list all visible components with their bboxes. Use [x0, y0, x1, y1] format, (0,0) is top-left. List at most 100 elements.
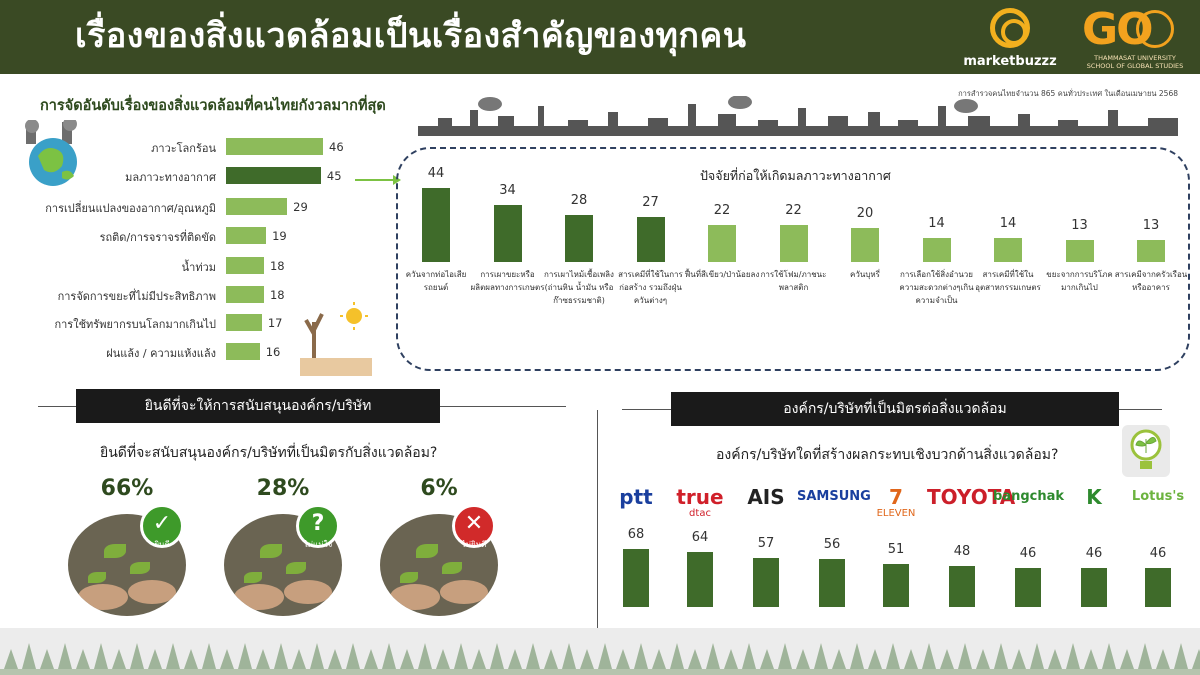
- hands-photo-detail: [128, 580, 176, 604]
- factor-value: 13: [1142, 218, 1160, 234]
- support-caption: ไม่ยินดี: [461, 540, 487, 549]
- tree-silhouette: [148, 649, 162, 669]
- factor-bar: [851, 228, 879, 262]
- header-bar: เรื่องของสิ่งแวดล้อมเป็นเรื่องสำคัญของทุ…: [0, 0, 1200, 74]
- support-question: ยินดีที่จะสนับสนุนองค์กร/บริษัทที่เป็นมิ…: [100, 445, 438, 461]
- badge-symbol: ✓: [152, 511, 172, 536]
- survey-note: การสำรวจคนไทยจำนวน 865 คนทั่วประเทศ ในเด…: [958, 89, 1178, 98]
- factor-label: ควันจากท่อไอเสียรถยนต์: [405, 270, 467, 292]
- hands-photo-detail: [88, 572, 106, 583]
- org-value: 46: [1085, 545, 1103, 561]
- rank-bar: [226, 227, 267, 244]
- ground-strip: [0, 669, 1200, 675]
- org-bar: [753, 558, 779, 607]
- factor-bar: [422, 188, 450, 262]
- org-question: องค์กร/บริษัทใดที่สร้างผลกระทบเชิงบวกด้า…: [716, 447, 1059, 463]
- factor-value: 34: [499, 182, 516, 198]
- org-value: 68: [627, 527, 645, 542]
- support-caption: ยินดี: [154, 540, 170, 549]
- brand-logo: true dtac: [665, 486, 735, 520]
- tree-silhouette: [364, 649, 378, 669]
- factor-bar: [493, 204, 522, 262]
- tree-silhouette: [202, 643, 216, 669]
- tree-silhouette: [76, 649, 90, 669]
- tree-silhouette: [94, 643, 108, 669]
- org-value: 57: [757, 536, 775, 552]
- brand-logo-text: true: [676, 485, 724, 509]
- brand-logo: bangchak: [993, 486, 1064, 520]
- brand-logo: SAMSUNG: [797, 486, 871, 520]
- brand-logo-text: K: [1086, 485, 1102, 509]
- hands-photo-detail: [390, 584, 440, 610]
- hands-photo-detail: [286, 562, 306, 574]
- tree-silhouette: [1174, 643, 1188, 669]
- brand-logo: AIS: [731, 486, 801, 520]
- rank-bar: [226, 343, 260, 360]
- tree-silhouette: [436, 649, 450, 669]
- go-logo: GO THAMMASAT UNIVERSITY SCHOOL OF GLOBAL…: [1080, 4, 1190, 72]
- factor-label: สารเคมีที่ใช้ในการก่อสร้าง รวมถึงฝุ่นควั…: [618, 270, 683, 305]
- factor-value: 13: [1071, 218, 1088, 234]
- tree-silhouette: [346, 643, 360, 669]
- factor-label: สารเคมีที่ใช้ในอุตสาหกรรมเกษตร: [975, 270, 1041, 292]
- go-logo-university: THAMMASAT UNIVERSITY: [1094, 54, 1176, 62]
- org-bar: [1015, 567, 1041, 607]
- tree-silhouette: [760, 649, 774, 669]
- factor-value: 14: [999, 216, 1017, 232]
- tree-silhouette: [1120, 649, 1134, 669]
- support-percent: 66%: [100, 476, 154, 501]
- tree-silhouette: [616, 649, 630, 669]
- tree-silhouette: [742, 643, 756, 669]
- hands-photo-detail: [78, 584, 128, 610]
- rank-label: ฝนแล้ง / ความแห้งแล้ง: [106, 347, 216, 360]
- factor-bar: [708, 225, 736, 262]
- tree-silhouette: [652, 649, 666, 669]
- badge-symbol: ?: [311, 511, 325, 536]
- tree-silhouette: [490, 643, 504, 669]
- rank-bar: [226, 198, 288, 215]
- tree-silhouette: [1030, 643, 1044, 669]
- org-bar: [819, 559, 845, 607]
- tree-silhouette: [508, 649, 522, 669]
- brand-logo: K: [1059, 486, 1129, 520]
- tree-silhouette: [1156, 649, 1170, 669]
- rank-row: การเปลี่ยนแปลงของอากาศ/อุณหภูมิ 29: [0, 195, 360, 219]
- forest-footer-illustration: [0, 628, 1200, 675]
- org-bar: [1145, 567, 1171, 607]
- tree-silhouette: [238, 643, 252, 669]
- tree-silhouette: [4, 649, 18, 669]
- brand-logo-text: TOYOTA: [927, 485, 1016, 509]
- rank-label: มลภาวะทางอากาศ: [125, 171, 216, 184]
- factor-value: 22: [785, 203, 802, 218]
- tree-silhouette: [1138, 643, 1152, 669]
- org-bar: [883, 563, 909, 607]
- marketbuzzz-logo: marketbuzzz: [960, 6, 1060, 72]
- tree-silhouette: [220, 649, 234, 669]
- org-bar: [1081, 567, 1107, 607]
- rank-label: รถติด/การจราจรที่ติดขัด: [99, 231, 216, 244]
- tree-silhouette: [544, 649, 558, 669]
- go-logo-school: SCHOOL OF GLOBAL STUDIES: [1086, 62, 1184, 70]
- tree-silhouette: [454, 643, 468, 669]
- factor-value: 14: [928, 216, 945, 232]
- factor-label: ควันบุหรี่: [850, 270, 880, 279]
- hands-photo-detail: [244, 572, 262, 583]
- factor-label: การเผาขยะหรือผลิตผลทางการเกษตร: [470, 270, 545, 292]
- tree-silhouette: [112, 649, 126, 669]
- brand-logo: ptt: [601, 486, 671, 520]
- support-badge-icon: ✓: [140, 504, 184, 548]
- hands-photo-detail: [440, 580, 488, 604]
- factor-value: 28: [570, 192, 588, 208]
- hands-photo-detail: [442, 562, 462, 574]
- rank-row: ภาวะโลกร้อน 46: [0, 135, 360, 159]
- hands-photo-detail: [260, 544, 282, 558]
- brand-logo-text: AIS: [747, 485, 785, 509]
- tree-silhouette: [22, 643, 36, 669]
- rank-label: การเปลี่ยนแปลงของอากาศ/อุณหภูมิ: [45, 202, 216, 215]
- tree-silhouette: [1066, 643, 1080, 669]
- tree-silhouette: [130, 643, 144, 669]
- tree-silhouette: [688, 649, 702, 669]
- tree-silhouette: [328, 649, 342, 669]
- rank-value: 19: [272, 229, 287, 243]
- tree-silhouette: [868, 649, 882, 669]
